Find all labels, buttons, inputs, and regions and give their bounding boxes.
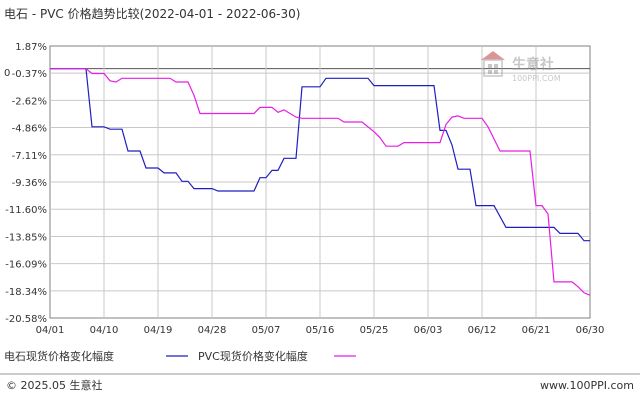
x-tick-label: 04/10	[90, 325, 119, 336]
y-tick-label: -18.34%	[5, 287, 47, 298]
y-tick-label: -9.36%	[12, 178, 47, 189]
y-axis-tick-labels: 1.87% -0.37% -2.62% -4.86% -7.11% -9.36% -11.6…	[5, 42, 47, 325]
grid-lines	[50, 46, 590, 318]
watermark-url: 100PPI.COM	[512, 74, 561, 83]
y-tick-label: -0.37%	[12, 69, 47, 80]
series-line-calcium-carbide	[50, 68, 590, 242]
legend-label-pvc: PVC现货价格变化幅度	[198, 349, 308, 363]
x-tick-label: 06/12	[468, 325, 497, 336]
watermark: 生意社 100PPI.COM	[481, 51, 561, 83]
footer-copyright: © 2025.05 生意社	[6, 378, 102, 392]
x-tick-label: 05/07	[252, 325, 281, 336]
chart-title: 电石 - PVC 价格趋势比较(2022-04-01 - 2022-06-30)	[4, 6, 300, 21]
x-axis-origin-label: 0	[4, 68, 10, 79]
x-tick-label: 04/01	[36, 325, 65, 336]
y-tick-label: -4.86%	[12, 124, 47, 135]
y-tick-label: -7.11%	[12, 151, 47, 162]
x-tick-label: 06/03	[414, 325, 443, 336]
series-line-pvc	[50, 68, 591, 296]
footer-website-link[interactable]: www.100PPI.com	[540, 379, 634, 392]
x-tick-label: 06/21	[522, 325, 551, 336]
y-tick-label: -13.85%	[5, 232, 47, 243]
y-tick-label: 1.87%	[15, 42, 47, 53]
x-tick-label: 06/30	[576, 325, 605, 336]
watermark-logo-icon	[481, 51, 505, 77]
series-layer	[50, 68, 591, 296]
y-tick-label: -16.09%	[5, 260, 47, 271]
x-axis-tick-labels: 04/01 04/10 04/19 04/28 05/07 05/16 05/25 06/03…	[36, 325, 605, 336]
x-tick-label: 04/19	[144, 325, 173, 336]
legend-label-calcium-carbide: 电石现货价格变化幅度	[4, 349, 114, 363]
x-tick-label: 05/16	[306, 325, 335, 336]
legend: 电石现货价格变化幅度 PVC现货价格变化幅度	[4, 349, 356, 363]
y-tick-label: -11.60%	[5, 205, 47, 216]
x-tick-label: 04/28	[198, 325, 227, 336]
y-tick-label: -2.62%	[12, 96, 47, 107]
y-tick-label: -20.58%	[5, 314, 47, 325]
watermark-brand: 生意社	[512, 56, 554, 73]
x-tick-label: 05/25	[360, 325, 389, 336]
